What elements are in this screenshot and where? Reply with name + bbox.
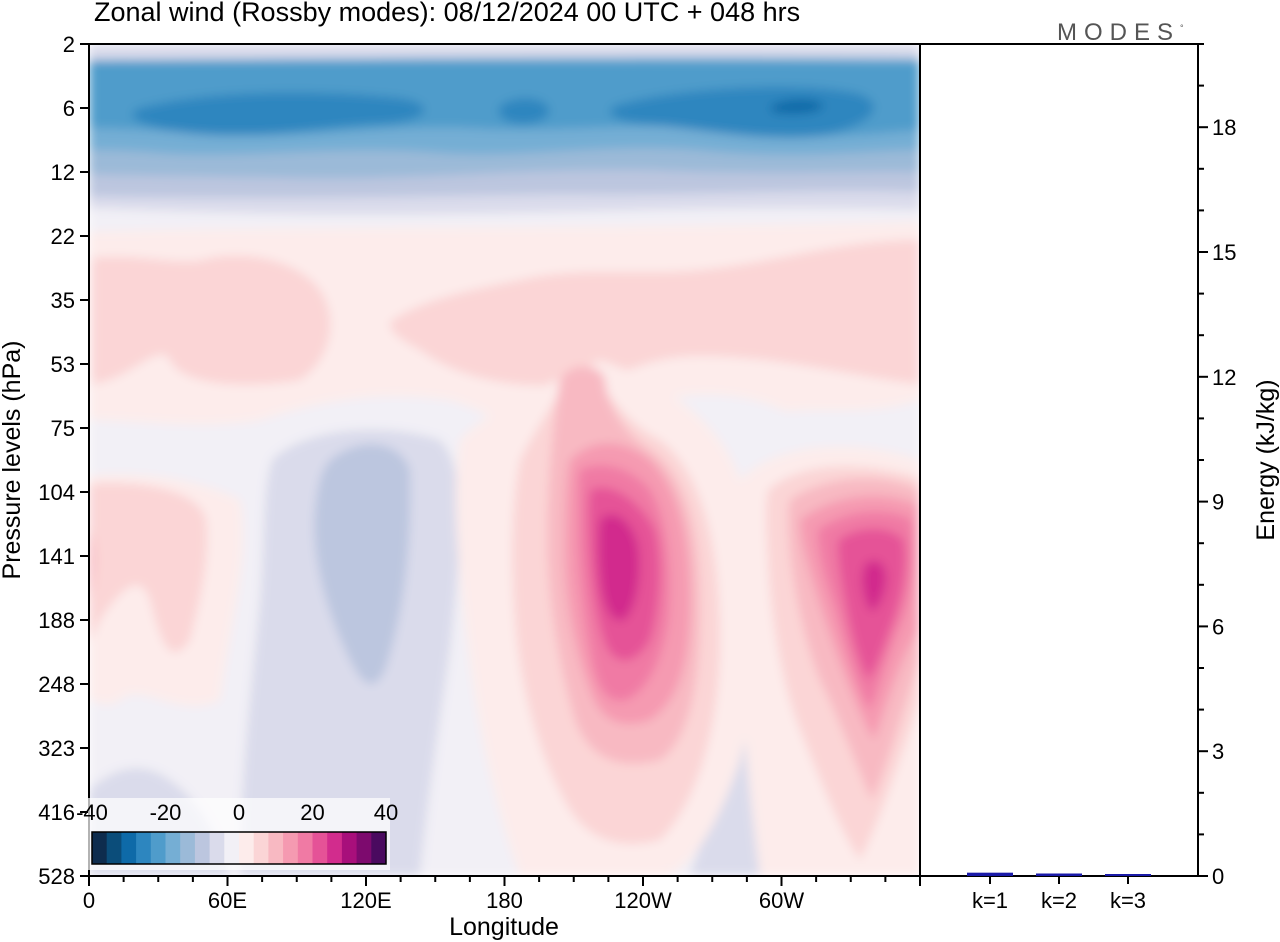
pressure-tick-label: 248 <box>38 672 75 697</box>
eastward-band-contour <box>92 255 331 385</box>
energy-tick-label: 15 <box>1212 240 1236 265</box>
colorbar-swatch <box>92 832 108 864</box>
bar-category-label: k=3 <box>1110 888 1146 913</box>
colorbar-tick-label: -20 <box>150 800 182 825</box>
pressure-tick-label: 12 <box>51 160 75 185</box>
bar-category-label: k=2 <box>1041 888 1077 913</box>
westward-lobe-contour <box>314 444 411 684</box>
colorbar-swatch <box>106 832 122 864</box>
heatmap-field <box>89 44 920 876</box>
y-axis-title: Pressure levels (hPa) <box>0 341 26 580</box>
eastward-core-contour <box>598 514 640 621</box>
pressure-tick-label: 141 <box>38 544 75 569</box>
energy-bar <box>967 872 1013 876</box>
colorbar-swatch <box>239 832 255 864</box>
colorbar-swatch <box>268 832 284 864</box>
eastward-band-contour <box>389 240 920 386</box>
longitude-tick-label: 60W <box>759 888 804 913</box>
pressure-tick-label: 2 <box>63 32 75 57</box>
modes-logo-text: MODES <box>1057 19 1181 46</box>
westward-jet-contour <box>132 92 425 136</box>
colorbar-swatch <box>283 832 299 864</box>
energy-tick-label: 6 <box>1212 614 1224 639</box>
chart-title: Zonal wind (Rossby modes): 08/12/2024 00… <box>94 0 801 27</box>
energy-bar-panel <box>920 43 1199 877</box>
energy-bars: k=1 k=2 k=3 <box>967 872 1151 913</box>
colorbar-swatch <box>253 832 269 864</box>
eastward-lobe-contour <box>89 530 96 600</box>
pressure-tick-label: 188 <box>38 608 75 633</box>
colorbar-swatch <box>180 832 196 864</box>
pressure-axis: 2 6 12 22 35 53 75 104 141 188 248 323 416 528 <box>38 32 89 889</box>
colorbar-swatch <box>356 832 372 864</box>
pressure-tick-label: 22 <box>51 224 75 249</box>
colorbar-tick-label: 40 <box>374 800 398 825</box>
colorbar-swatch <box>371 832 387 864</box>
energy-tick-label: 18 <box>1212 115 1236 140</box>
colorbar: -40 -20 0 20 40 <box>76 798 398 870</box>
bar-category-label: k=1 <box>972 888 1008 913</box>
pressure-tick-label: 53 <box>51 352 75 377</box>
energy-tick-label: 9 <box>1212 490 1224 515</box>
longitude-tick-label: 0 <box>83 888 95 913</box>
pressure-tick-label: 323 <box>38 736 75 761</box>
longitude-tick-label: 120W <box>614 888 672 913</box>
pressure-tick-label: 75 <box>51 416 75 441</box>
colorbar-tick-label: -40 <box>76 800 108 825</box>
pressure-tick-label: 104 <box>38 480 75 505</box>
westward-jet-contour <box>498 98 550 125</box>
longitude-tick-label: 120E <box>340 888 391 913</box>
colorbar-swatch <box>297 832 313 864</box>
energy-tick-label: 0 <box>1212 864 1224 889</box>
colorbar-swatch <box>312 832 328 864</box>
pressure-tick-label: 416 <box>38 800 75 825</box>
energy-bar <box>1105 874 1151 876</box>
colorbar-swatch <box>136 832 152 864</box>
y2-axis-title: Energy (kJ/kg) <box>1252 379 1280 540</box>
longitude-axis: 0 60E 120E 180 120W 60W <box>83 876 921 913</box>
westward-jet-contour <box>609 86 875 138</box>
colorbar-tick-label: 0 <box>233 800 245 825</box>
longitude-tick-label: 180 <box>486 888 523 913</box>
westward-jet-contour <box>770 99 824 114</box>
energy-tick-label: 3 <box>1212 739 1224 764</box>
x-axis-title: Longitude <box>449 913 559 941</box>
modes-logo-mark: ° <box>1180 23 1184 33</box>
colorbar-tick-label: 20 <box>300 800 324 825</box>
pressure-tick-label: 528 <box>38 864 75 889</box>
eastward-core-contour <box>862 560 887 612</box>
colorbar-swatch <box>341 832 358 864</box>
colorbar-swatch <box>165 832 181 864</box>
modes-logo: MODES° <box>1057 19 1184 47</box>
energy-axis: 0 3 6 9 12 15 18 <box>1198 43 1236 889</box>
colorbar-swatch <box>150 832 166 864</box>
colorbar-swatch <box>209 832 225 864</box>
colorbar-frame <box>91 831 387 865</box>
colorbar-swatch <box>121 832 137 864</box>
longitude-tick-label: 60E <box>208 888 247 913</box>
colorbar-swatch <box>327 832 343 864</box>
eastward-lobe-contour <box>89 483 207 653</box>
pressure-tick-label: 35 <box>51 288 75 313</box>
pressure-tick-label: 6 <box>63 96 75 121</box>
energy-bar <box>1036 873 1082 876</box>
colorbar-swatch <box>224 832 240 864</box>
westward-jet-contour <box>89 44 920 60</box>
colorbar-swatch <box>194 832 211 864</box>
energy-tick-label: 12 <box>1212 365 1236 390</box>
